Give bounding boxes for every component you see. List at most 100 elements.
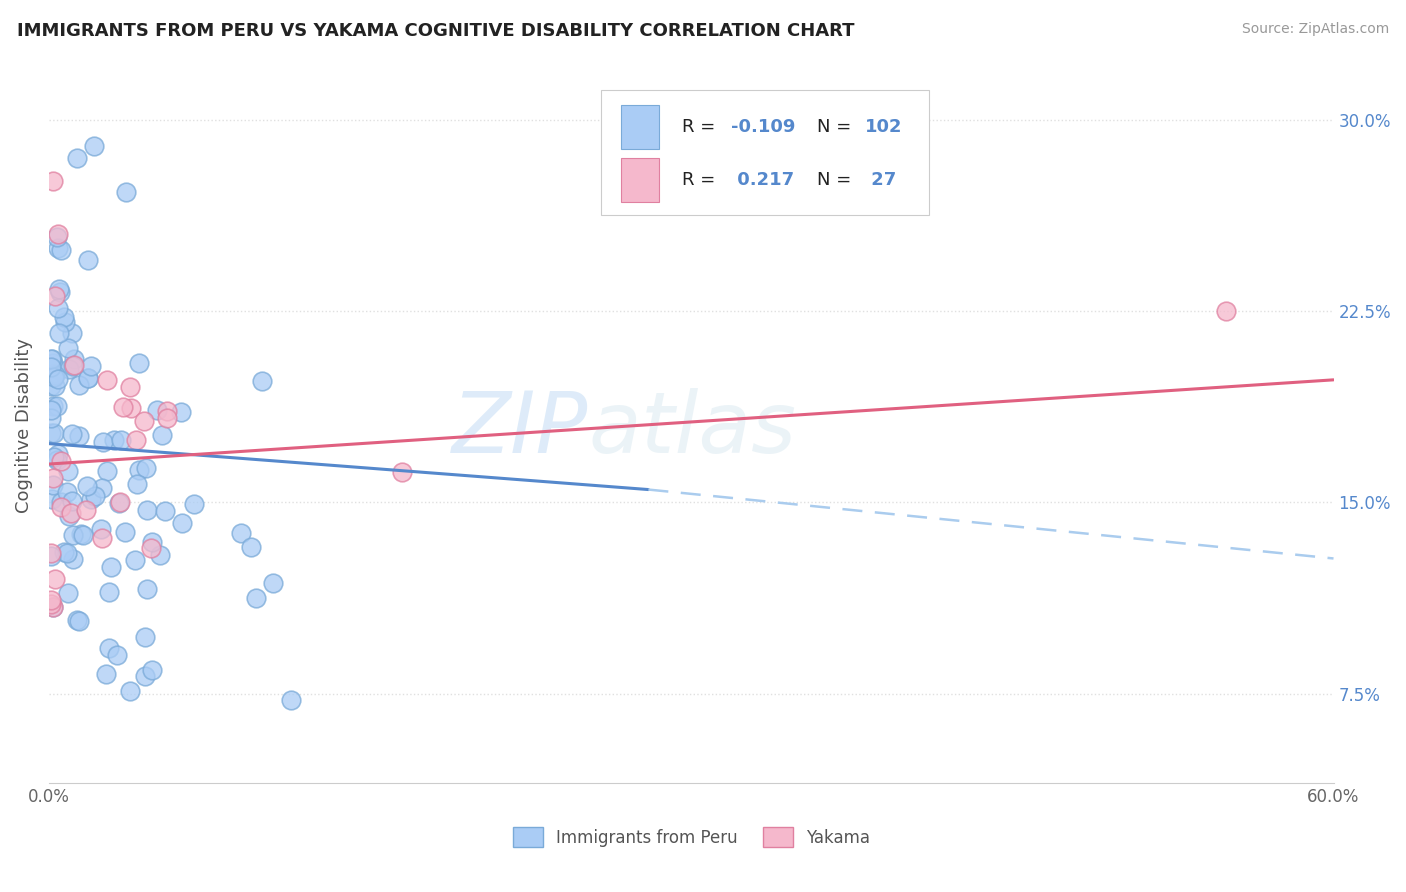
Point bbox=[1215, 304, 1237, 318]
Point bbox=[156, 404, 179, 418]
Point bbox=[39, 352, 62, 367]
Point bbox=[42, 400, 65, 414]
Point bbox=[107, 496, 129, 510]
Point bbox=[46, 447, 69, 461]
Point bbox=[94, 667, 117, 681]
Point bbox=[124, 433, 146, 447]
Point bbox=[39, 597, 62, 611]
FancyBboxPatch shape bbox=[620, 105, 659, 149]
Point bbox=[91, 481, 114, 495]
Point bbox=[42, 471, 65, 485]
Point bbox=[391, 465, 413, 479]
Point bbox=[90, 522, 112, 536]
Point bbox=[56, 341, 79, 355]
Point bbox=[97, 640, 120, 655]
Point bbox=[49, 285, 72, 300]
Point bbox=[39, 379, 62, 393]
Point bbox=[45, 230, 67, 244]
Point bbox=[262, 576, 284, 591]
FancyBboxPatch shape bbox=[620, 158, 659, 202]
Point bbox=[49, 244, 72, 258]
Point bbox=[41, 403, 63, 417]
Point bbox=[62, 359, 84, 374]
Point bbox=[55, 546, 77, 560]
Point bbox=[41, 351, 63, 366]
Point bbox=[67, 615, 90, 629]
Point bbox=[231, 526, 253, 541]
Point bbox=[46, 227, 69, 242]
Point bbox=[115, 185, 138, 199]
Point bbox=[42, 174, 65, 188]
Point bbox=[39, 593, 62, 607]
Point bbox=[52, 310, 75, 325]
Point bbox=[44, 366, 66, 380]
Point bbox=[53, 315, 76, 329]
Legend: Immigrants from Peru, Yakama: Immigrants from Peru, Yakama bbox=[506, 821, 876, 854]
Point bbox=[128, 463, 150, 477]
Text: 27: 27 bbox=[865, 171, 896, 189]
Point bbox=[39, 549, 62, 564]
Point bbox=[46, 241, 69, 255]
Point bbox=[39, 411, 62, 425]
Text: atlas: atlas bbox=[589, 388, 796, 471]
Point bbox=[72, 528, 94, 542]
Point bbox=[97, 584, 120, 599]
Point bbox=[120, 380, 142, 394]
Point bbox=[125, 477, 148, 491]
Point bbox=[52, 545, 75, 559]
Point bbox=[49, 494, 72, 508]
Point bbox=[39, 425, 62, 440]
Point bbox=[124, 553, 146, 567]
Point bbox=[56, 586, 79, 600]
Point bbox=[110, 433, 132, 447]
Point bbox=[42, 599, 65, 614]
Text: R =: R = bbox=[682, 171, 721, 189]
Point bbox=[141, 534, 163, 549]
Point bbox=[69, 527, 91, 541]
Point bbox=[76, 478, 98, 492]
Point bbox=[108, 495, 131, 509]
Point bbox=[153, 504, 176, 518]
Point bbox=[103, 433, 125, 447]
Point bbox=[112, 400, 135, 414]
Text: 102: 102 bbox=[865, 118, 903, 136]
Point bbox=[48, 326, 70, 340]
Text: Source: ZipAtlas.com: Source: ZipAtlas.com bbox=[1241, 22, 1389, 37]
Point bbox=[41, 492, 63, 507]
Point bbox=[91, 435, 114, 450]
Point bbox=[66, 613, 89, 627]
Point bbox=[44, 379, 66, 393]
Point bbox=[44, 425, 66, 440]
Point bbox=[66, 151, 89, 165]
Point bbox=[136, 503, 159, 517]
Point bbox=[280, 693, 302, 707]
Point bbox=[146, 403, 169, 417]
Point bbox=[141, 541, 163, 556]
Point bbox=[134, 461, 156, 475]
Point bbox=[250, 374, 273, 388]
Point bbox=[156, 411, 179, 425]
Text: R =: R = bbox=[682, 118, 721, 136]
Point bbox=[100, 560, 122, 574]
Point bbox=[107, 648, 129, 663]
Text: ZIP: ZIP bbox=[453, 388, 589, 471]
Point bbox=[134, 414, 156, 428]
Point bbox=[42, 450, 65, 464]
Point bbox=[62, 552, 84, 566]
Point bbox=[42, 370, 65, 384]
Text: N =: N = bbox=[817, 171, 858, 189]
Point bbox=[63, 351, 86, 366]
Y-axis label: Cognitive Disability: Cognitive Disability bbox=[15, 338, 32, 513]
Point bbox=[42, 356, 65, 370]
Point bbox=[75, 503, 97, 517]
Point bbox=[42, 478, 65, 492]
Point bbox=[77, 370, 100, 384]
Point bbox=[170, 405, 193, 419]
Point bbox=[42, 599, 65, 614]
Point bbox=[80, 359, 103, 373]
Point bbox=[48, 282, 70, 296]
Point bbox=[60, 427, 83, 442]
Point bbox=[79, 491, 101, 506]
Point bbox=[128, 356, 150, 370]
Point bbox=[44, 572, 66, 586]
